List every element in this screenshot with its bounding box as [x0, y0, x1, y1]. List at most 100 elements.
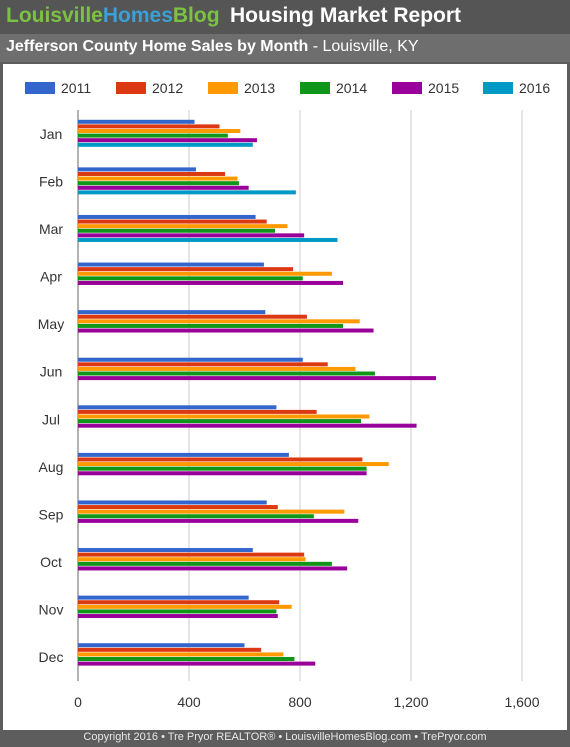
bar-mar-2016 — [78, 237, 338, 242]
bar-aug-2015 — [78, 471, 367, 476]
legend-swatch-2016 — [483, 82, 513, 94]
category-label-oct: Oct — [40, 554, 62, 570]
brand-part-louisville: Louisville — [6, 4, 103, 27]
x-tick-label-1200: 1,200 — [393, 694, 428, 710]
legend-label-2016: 2016 — [519, 80, 550, 96]
bar-jun-2012 — [78, 362, 328, 367]
bar-chart: 2011 2012 2013 2014 2015 2016 0 400 800 1,200 1,60… — [25, 80, 550, 710]
legend-label-2015: 2015 — [428, 80, 459, 96]
x-tick-label-1600: 1,600 — [504, 694, 539, 710]
legend-swatch-2011 — [25, 82, 55, 94]
bar-jan-2016 — [78, 142, 253, 147]
footer-copyright: Copyright 2016 • Tre Pryor REALTOR® • Lo… — [83, 731, 487, 743]
bar-dec-2012 — [78, 647, 262, 652]
bar-sep-2014 — [78, 514, 314, 519]
x-tick-label-400: 400 — [177, 694, 201, 710]
bar-jul-2012 — [78, 409, 317, 414]
bar-may-2014 — [78, 323, 344, 328]
bar-jan-2015 — [78, 138, 257, 143]
bar-jun-2015 — [78, 376, 436, 381]
category-label-apr: Apr — [40, 269, 62, 285]
bar-aug-2011 — [78, 452, 289, 457]
bar-mar-2015 — [78, 233, 305, 238]
bar-feb-2013 — [78, 176, 238, 181]
bar-mar-2011 — [78, 214, 256, 219]
bar-jan-2013 — [78, 128, 241, 133]
category-label-jun: Jun — [40, 364, 63, 380]
bar-sep-2013 — [78, 509, 345, 514]
bar-aug-2013 — [78, 462, 389, 467]
bar-dec-2015 — [78, 661, 316, 666]
report-title: Housing Market Report — [230, 4, 462, 27]
bar-nov-2012 — [78, 600, 280, 605]
header-bar — [0, 0, 570, 34]
legend-swatch-2014 — [300, 82, 330, 94]
bar-jul-2013 — [78, 414, 370, 419]
category-label-feb: Feb — [39, 173, 63, 189]
bar-apr-2013 — [78, 271, 332, 276]
category-label-aug: Aug — [39, 459, 64, 475]
bar-nov-2013 — [78, 604, 292, 609]
subtitle-bar — [0, 34, 570, 62]
brand-logo-text: LouisvilleHomesBlog — [6, 4, 220, 28]
category-label-jan: Jan — [40, 126, 63, 142]
bar-oct-2011 — [78, 548, 253, 553]
bar-apr-2012 — [78, 267, 294, 272]
bar-may-2013 — [78, 319, 360, 324]
bar-oct-2012 — [78, 552, 305, 557]
bar-sep-2015 — [78, 518, 359, 523]
bar-nov-2011 — [78, 595, 249, 600]
bar-mar-2012 — [78, 219, 267, 224]
bar-jan-2012 — [78, 124, 220, 129]
legend-label-2013: 2013 — [244, 80, 275, 96]
x-tick-label-800: 800 — [288, 694, 312, 710]
x-tick-label-0: 0 — [74, 694, 82, 710]
brand-part-homes: Homes — [102, 4, 173, 27]
bar-apr-2011 — [78, 262, 264, 267]
bar-oct-2013 — [78, 557, 306, 562]
bar-feb-2016 — [78, 190, 296, 195]
bar-dec-2011 — [78, 643, 245, 648]
bar-aug-2012 — [78, 457, 363, 462]
legend-swatch-2015 — [392, 82, 422, 94]
bar-jun-2011 — [78, 357, 303, 362]
bar-jan-2014 — [78, 133, 228, 138]
legend-swatch-2012 — [116, 82, 146, 94]
bar-jun-2014 — [78, 371, 375, 376]
category-label-mar: Mar — [39, 221, 63, 237]
bar-mar-2013 — [78, 224, 288, 229]
category-label-may: May — [38, 316, 64, 332]
bar-mar-2014 — [78, 228, 276, 233]
bar-apr-2014 — [78, 276, 303, 281]
bar-sep-2012 — [78, 505, 278, 510]
bar-oct-2014 — [78, 561, 332, 566]
legend-label-2011: 2011 — [61, 80, 91, 96]
category-label-jul: Jul — [42, 411, 60, 427]
bar-dec-2013 — [78, 652, 284, 657]
subtitle-main: Jefferson County Home Sales by Month — [6, 38, 309, 55]
category-label-nov: Nov — [39, 602, 64, 618]
bar-oct-2015 — [78, 566, 348, 571]
bar-feb-2014 — [78, 181, 239, 186]
bar-apr-2015 — [78, 280, 344, 285]
bar-jul-2011 — [78, 405, 277, 410]
legend-label-2014: 2014 — [336, 80, 367, 96]
category-label-sep: Sep — [39, 506, 64, 522]
legend-swatch-2013 — [208, 82, 238, 94]
chart-subtitle: Jefferson County Home Sales by Month - L… — [6, 38, 419, 56]
bar-nov-2014 — [78, 609, 277, 614]
bar-jul-2015 — [78, 423, 417, 428]
bar-feb-2012 — [78, 171, 226, 176]
bar-sep-2011 — [78, 500, 267, 505]
bar-jan-2011 — [78, 119, 195, 124]
bar-jun-2013 — [78, 366, 356, 371]
bar-jul-2014 — [78, 419, 362, 424]
chart-panel: 2011 2012 2013 2014 2015 2016 0 400 800 1,200 1,60… — [3, 64, 567, 730]
bar-feb-2015 — [78, 185, 249, 190]
bar-may-2012 — [78, 314, 307, 319]
bar-dec-2014 — [78, 657, 295, 662]
bar-feb-2011 — [78, 167, 196, 172]
legend-label-2012: 2012 — [152, 80, 183, 96]
category-label-dec: Dec — [39, 649, 64, 665]
